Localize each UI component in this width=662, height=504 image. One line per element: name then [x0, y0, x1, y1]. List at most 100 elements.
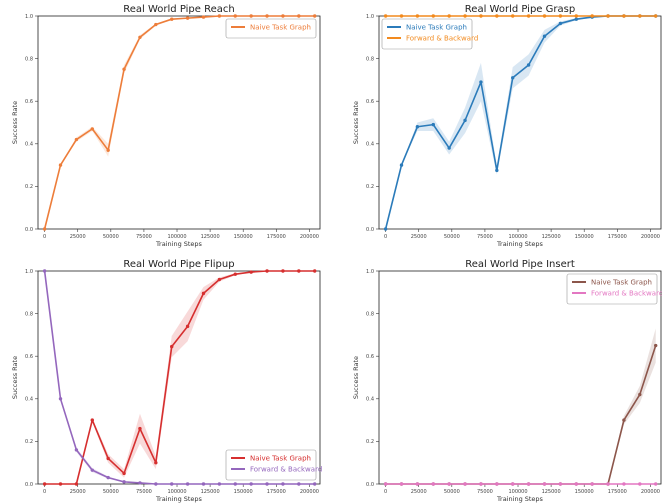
data-point — [106, 456, 110, 461]
y-tick-label: 1.0 — [25, 269, 33, 275]
x-tick-label: 200000 — [641, 234, 660, 240]
data-point — [463, 14, 467, 18]
x-tick-label: 50000 — [103, 234, 119, 240]
x-tick-label: 175000 — [267, 489, 286, 495]
series-line — [385, 345, 657, 485]
data-point — [622, 482, 626, 486]
data-point — [479, 14, 483, 18]
y-tick-label: 0.2 — [366, 184, 374, 190]
data-point — [313, 269, 317, 273]
data-point — [479, 482, 483, 486]
data-point — [511, 482, 515, 486]
data-point — [463, 482, 467, 486]
x-tick-label: 175000 — [267, 234, 286, 240]
y-tick-label: 0.4 — [25, 142, 33, 148]
data-point — [526, 63, 531, 67]
data-point — [463, 118, 467, 123]
legend-label: Forward & Backward — [250, 466, 322, 474]
x-tick-label: 125000 — [542, 489, 561, 495]
x-axis-label: Training Steps — [155, 495, 203, 503]
data-point — [185, 16, 190, 20]
data-point — [201, 291, 206, 296]
data-point — [170, 482, 174, 486]
chart-title: Real World Pipe Grasp — [465, 4, 575, 15]
legend: Naive Task Graph Forward & Backward — [566, 273, 662, 305]
y-tick-label: 0.8 — [25, 311, 33, 317]
data-point — [217, 277, 222, 282]
data-point — [233, 482, 237, 486]
data-point — [90, 418, 94, 422]
data-point — [122, 67, 126, 71]
x-tick-label: 125000 — [201, 234, 220, 240]
data-point — [590, 482, 594, 486]
data-point — [217, 14, 222, 18]
x-tick-label: 200000 — [300, 234, 319, 240]
chart-panel-4: Real World Pipe Insert 0 25000 50000 75000 10… — [352, 259, 662, 503]
data-point — [415, 482, 420, 486]
data-point — [42, 269, 47, 273]
data-point — [431, 482, 435, 486]
x-tick-label: 0 — [384, 489, 387, 495]
data-point — [638, 392, 642, 397]
chart-title: Real World Pipe Reach — [123, 4, 234, 15]
data-point — [201, 15, 206, 19]
data-point — [479, 80, 483, 84]
y-tick-label: 1.0 — [366, 269, 374, 275]
x-tick-label: 100000 — [167, 489, 186, 495]
y-tick-label: 0.4 — [366, 397, 374, 403]
legend: Naive Task Graph Forward & Backward — [381, 18, 478, 50]
data-point — [42, 482, 47, 486]
data-point — [265, 482, 269, 486]
y-tick-label: 1.0 — [366, 14, 374, 20]
y-tick-label: 0.4 — [366, 142, 374, 148]
x-tick-label: 50000 — [103, 489, 119, 495]
legend-label: Naive Task Graph — [250, 455, 311, 463]
data-point — [185, 324, 190, 329]
data-point — [233, 14, 237, 18]
x-tick-label: 200000 — [641, 489, 660, 495]
y-tick-label: 0.6 — [25, 354, 33, 360]
x-tick-label: 175000 — [608, 489, 627, 495]
x-axis-label: Training Steps — [155, 240, 203, 248]
y-tick-label: 0.2 — [25, 184, 33, 190]
data-point — [265, 14, 269, 18]
x-tick-label: 100000 — [508, 489, 527, 495]
y-tick-label: 0.2 — [366, 439, 374, 445]
series-2 — [383, 482, 658, 486]
y-tick-label: 0.6 — [25, 99, 33, 105]
x-tick-label: 25000 — [70, 234, 86, 240]
data-point — [297, 482, 301, 486]
series-2 — [42, 269, 317, 486]
data-point — [249, 270, 253, 274]
data-point — [431, 14, 435, 18]
data-point — [281, 14, 285, 18]
plot-frame — [37, 15, 321, 230]
data-point — [313, 482, 317, 486]
series-1 — [42, 14, 317, 231]
data-point — [415, 14, 420, 18]
y-tick-label: 1.0 — [25, 14, 33, 20]
y-axis-label: Success Rate — [11, 356, 19, 399]
data-point — [622, 418, 626, 422]
data-point — [58, 482, 63, 486]
y-tick-label: 0.8 — [366, 311, 374, 317]
data-point — [495, 482, 499, 486]
data-point — [558, 482, 563, 486]
x-tick-label: 75000 — [136, 489, 152, 495]
data-point — [106, 148, 110, 152]
data-point — [185, 482, 190, 486]
x-tick-label: 100000 — [167, 234, 186, 240]
data-point — [154, 22, 158, 27]
data-point — [526, 14, 531, 18]
y-tick-label: 0.6 — [366, 354, 374, 360]
x-axis-label: Training Steps — [496, 495, 544, 503]
data-point — [431, 122, 435, 127]
x-tick-label: 175000 — [608, 234, 627, 240]
chart-panel-3: Real World Pipe Flipup 0 25000 50000 75000 10… — [11, 259, 322, 503]
x-tick-label: 25000 — [411, 489, 427, 495]
x-tick-label: 150000 — [234, 234, 253, 240]
data-point — [542, 14, 547, 18]
y-tick-label: 0.0 — [25, 482, 33, 488]
x-tick-label: 200000 — [300, 489, 319, 495]
